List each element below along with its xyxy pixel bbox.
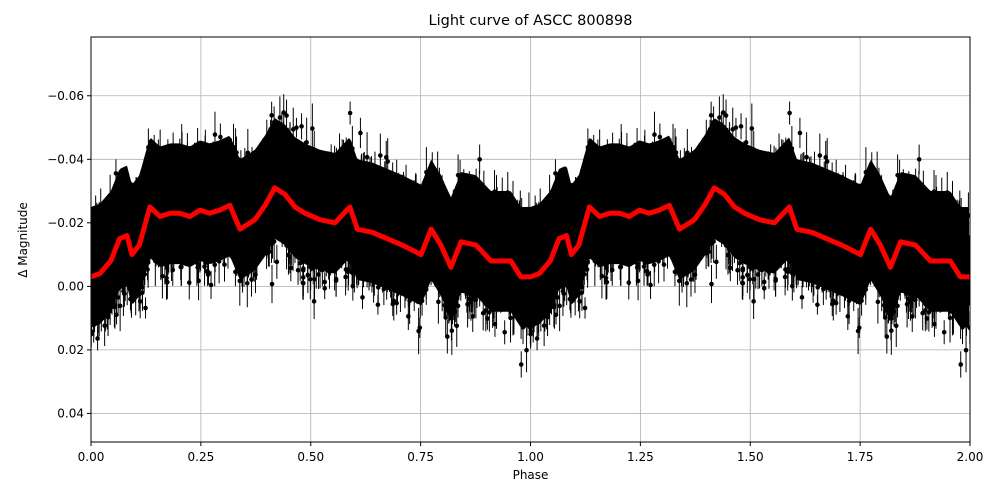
y-axis-ticks: −0.06−0.04−0.020.000.020.04 xyxy=(47,89,91,420)
x-axis-label: Phase xyxy=(512,468,549,482)
mean-curve xyxy=(91,185,970,280)
data-points xyxy=(91,94,970,378)
chart-title: Light curve of ASCC 800898 xyxy=(428,13,633,29)
x-axis-ticks: 0.00 0.25 0.50 0.75 1.00 1.25 1.50 1.75 2.00 xyxy=(78,442,983,464)
